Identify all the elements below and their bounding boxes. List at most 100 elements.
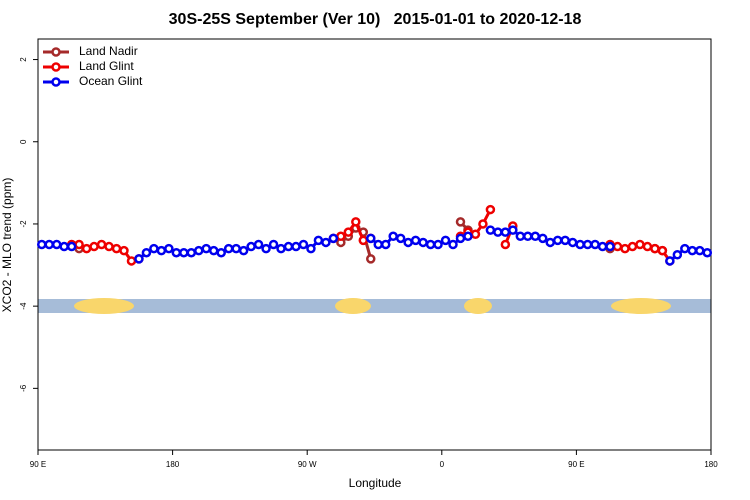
y-tick-label: -2 (19, 220, 28, 228)
data-point (515, 231, 526, 242)
data-point (201, 243, 211, 254)
data-point (642, 241, 653, 252)
data-point (156, 245, 167, 256)
y-tick-label: -6 (19, 384, 28, 392)
data-point (283, 241, 294, 252)
data-point (246, 241, 256, 252)
data-point (597, 241, 608, 252)
data-point (448, 239, 458, 250)
data-point (627, 241, 638, 252)
data-point (179, 247, 189, 258)
data-point (149, 243, 159, 254)
data-point (313, 235, 324, 246)
data-point (358, 235, 369, 246)
legend-marker (51, 62, 61, 72)
data-point (343, 227, 354, 237)
data-point (463, 231, 473, 242)
data-point (500, 239, 511, 250)
data-point (141, 247, 152, 258)
data-point (298, 239, 309, 250)
x-tick-label: 90 E (30, 460, 46, 469)
data-point (268, 239, 279, 250)
data-point (89, 241, 99, 252)
legend-label: Ocean Glint (79, 74, 143, 88)
data-point (388, 231, 398, 242)
data-point (635, 239, 645, 250)
data-point (36, 239, 47, 250)
data-point (500, 227, 511, 237)
x-tick-label: 90 W (298, 460, 317, 469)
data-point (665, 256, 675, 266)
data-point (410, 235, 421, 246)
data-point (590, 239, 600, 250)
data-point (455, 233, 466, 244)
data-point (552, 235, 563, 246)
data-point (605, 241, 615, 252)
data-point (74, 239, 84, 250)
data-point (276, 243, 286, 254)
data-point (403, 237, 413, 248)
data-point (657, 245, 668, 256)
data-point (380, 239, 391, 250)
land-patch (74, 298, 134, 314)
data-point (493, 227, 503, 237)
data-point (575, 239, 585, 250)
data-point (171, 247, 182, 258)
data-point (216, 247, 226, 258)
data-point (508, 225, 518, 235)
data-point (96, 239, 107, 250)
data-point (560, 235, 570, 246)
data-point (231, 243, 241, 254)
data-point (111, 243, 122, 254)
data-point (194, 245, 204, 256)
data-point (164, 243, 174, 254)
data-point (253, 239, 264, 250)
data-point (650, 243, 660, 254)
y-tick-label: -4 (19, 302, 28, 310)
data-point (523, 231, 533, 242)
land-patch (611, 298, 671, 314)
data-point (687, 245, 698, 256)
x-tick-label: 180 (704, 460, 718, 469)
data-point (418, 237, 428, 248)
data-point (208, 245, 219, 256)
data-point (672, 250, 683, 260)
data-point (433, 239, 443, 250)
data-point (321, 237, 331, 248)
land-patch (335, 298, 371, 314)
data-point (538, 233, 548, 244)
data-point (223, 243, 234, 254)
data-point (134, 254, 144, 264)
x-axis-label: Longitude (349, 476, 402, 490)
x-tick-label: 180 (166, 460, 180, 469)
y-tick-label: 0 (19, 139, 28, 144)
data-point (66, 241, 77, 252)
data-point (261, 243, 271, 254)
data-point (238, 245, 249, 256)
data-point (485, 225, 496, 235)
ocean-strip (38, 299, 711, 313)
data-point (81, 243, 92, 254)
data-point (395, 233, 406, 244)
data-point (336, 231, 346, 242)
data-point (104, 241, 114, 252)
data-point (366, 233, 376, 244)
land-band (38, 298, 711, 314)
data-point (485, 204, 496, 215)
data-point (366, 254, 376, 264)
data-point (620, 243, 630, 254)
data-point (455, 217, 466, 227)
y-tick-label: 2 (19, 57, 28, 62)
data-point (680, 243, 690, 254)
data-point (119, 245, 129, 256)
legend-label: Land Glint (79, 59, 134, 73)
data-point (373, 239, 383, 250)
x-tick-label: 90 E (568, 460, 584, 469)
data-point (702, 247, 713, 258)
data-point (51, 239, 62, 250)
x-tick-label: 0 (440, 460, 445, 469)
data-point (351, 217, 361, 227)
data-point (582, 239, 593, 250)
